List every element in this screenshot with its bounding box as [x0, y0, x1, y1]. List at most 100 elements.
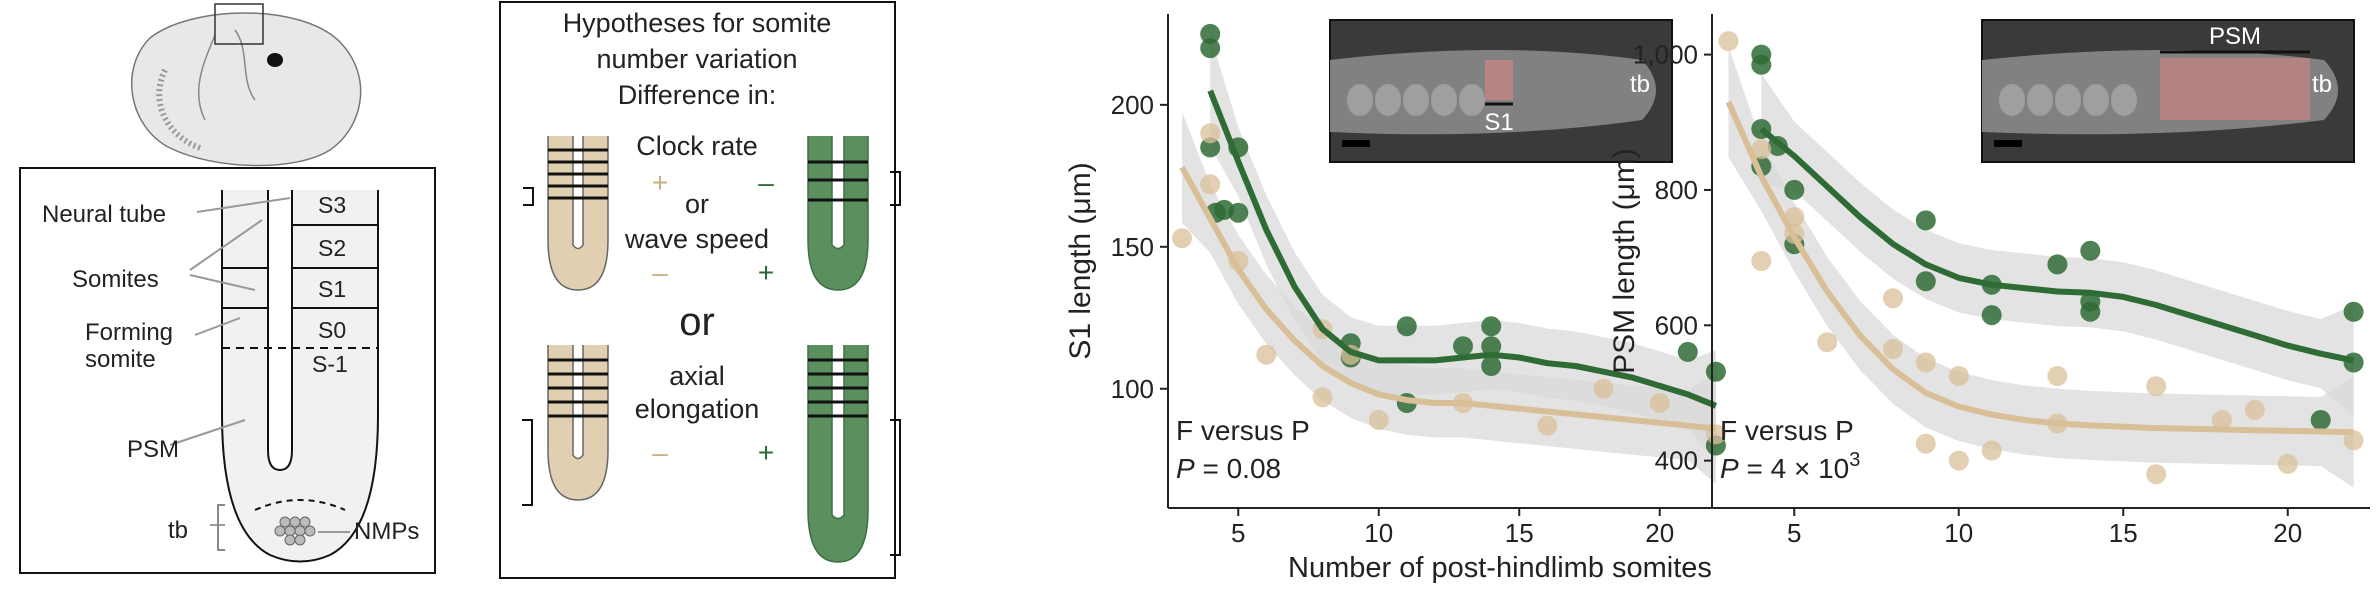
- inset-s1-highlight: [1485, 60, 1513, 100]
- x-tick-label: 15: [1505, 518, 1534, 548]
- inset-somite: [2055, 84, 2081, 116]
- stat-annotation-line2: P = 0.08: [1176, 453, 1281, 484]
- data-point-P: [1981, 440, 2002, 461]
- data-point-P: [2244, 399, 2265, 420]
- hyp-elongation: elongation: [635, 394, 760, 424]
- label-s1: S1: [318, 276, 346, 302]
- y-tick-label: 400: [1655, 446, 1698, 476]
- data-point-F: [2080, 240, 2101, 261]
- data-point-F: [2343, 352, 2364, 373]
- tail-green-top: [807, 136, 901, 291]
- hyp-title-1: Hypotheses for somite: [563, 8, 832, 38]
- data-point-P: [1948, 366, 1969, 386]
- data-point-F: [2047, 254, 2068, 275]
- label-psm: PSM: [127, 436, 179, 463]
- data-point-P: [1883, 339, 1903, 359]
- data-point-P: [1172, 228, 1192, 249]
- stat-annotation-line1: F versus P: [1720, 415, 1854, 446]
- data-point-F: [1677, 341, 1698, 362]
- inset-somite: [1459, 84, 1485, 116]
- x-tick-label: 15: [2109, 518, 2138, 548]
- inset-micrograph: S1 tb: [1329, 19, 1673, 163]
- data-point-P: [1593, 378, 1614, 399]
- data-point-F: [1228, 202, 1249, 223]
- data-point-F: [1751, 54, 1772, 75]
- data-point-F: [1481, 336, 1502, 357]
- x-tick-label: 20: [2273, 518, 2302, 548]
- embryo-schematic: Neural tube Somites Forming somite PSM t…: [19, 167, 436, 574]
- hyp-or-big: or: [679, 300, 715, 344]
- stat-annotation-line2: P = 4 × 103: [1720, 449, 1860, 484]
- fit-line-F: [1207, 89, 1718, 409]
- chart-s1-length: 5 10 15 20 100 150 200 S1 length (μm) F versus P…: [1064, 14, 1730, 548]
- inset-label-psm: PSM: [2209, 23, 2261, 50]
- inset-psm-highlight: [2160, 58, 2310, 120]
- fit-line-F: [1759, 126, 2355, 364]
- hyp-title-2: number variation: [596, 44, 797, 74]
- data-point-P: [1368, 410, 1389, 430]
- y-tick-label: 150: [1111, 232, 1154, 262]
- x-tick-label: 5: [1787, 518, 1801, 548]
- data-point-P: [1256, 344, 1277, 365]
- x-tick-label: 10: [1944, 518, 1973, 548]
- data-point-P: [2277, 454, 2298, 474]
- data-point-F: [1453, 336, 1473, 357]
- y-axis-label: PSM length (μm): [1608, 148, 1641, 374]
- data-point-F: [1981, 305, 2002, 326]
- data-point-F: [1481, 316, 1502, 337]
- label-s-1: S-1: [312, 351, 348, 377]
- data-point-P: [1751, 251, 1772, 271]
- embryo-overview: [130, 3, 362, 167]
- x-tick-label: 5: [1231, 518, 1245, 548]
- label-forming-1: Forming: [85, 319, 173, 346]
- axial-minus: –: [652, 437, 668, 468]
- data-point-P: [1649, 393, 1670, 413]
- stat-p-symbol: P: [1176, 453, 1195, 484]
- inset-micrograph: PSM tb: [1981, 19, 2355, 163]
- confidence-band-P: [1728, 46, 2354, 488]
- data-point-F: [1915, 210, 1936, 231]
- hyp-or-small: or: [685, 189, 709, 219]
- y-tick-label: 1,000: [1633, 40, 1698, 70]
- data-point-F: [1784, 179, 1805, 200]
- x-tick-label: 20: [1645, 518, 1674, 548]
- fit-line-P: [1725, 100, 2354, 436]
- y-axis-label: S1 length (μm): [1064, 162, 1097, 359]
- clock-plus: +: [652, 167, 668, 198]
- data-point-P: [2146, 376, 2167, 397]
- data-point-P: [2146, 464, 2167, 485]
- wave-plus: +: [758, 257, 774, 288]
- y-tick-label: 600: [1655, 310, 1698, 340]
- shared-x-axis-label: Number of post-hindlimb somites: [1288, 552, 1712, 584]
- data-point-F: [1200, 137, 1221, 158]
- data-point-F: [1200, 23, 1221, 44]
- chart-body: [1718, 31, 2364, 488]
- label-neural-tube: Neural tube: [42, 201, 166, 228]
- data-point-F: [1200, 38, 1221, 59]
- inset-label-s1: S1: [1484, 109, 1513, 136]
- data-point-F: [2343, 301, 2364, 322]
- data-point-F: [2310, 410, 2331, 430]
- label-s2: S2: [318, 235, 346, 261]
- data-point-P: [1915, 352, 1936, 373]
- hyp-axial: axial: [669, 361, 725, 391]
- chart-psm-length: 5 10 15 20 400 600 800 1,000 PSM length (μm) F ve…: [1608, 14, 2370, 548]
- inset-somite: [2111, 84, 2137, 116]
- x-tick-label: 10: [1364, 518, 1393, 548]
- y-tick-label: 800: [1655, 175, 1698, 205]
- zoom-box: [214, 3, 264, 45]
- label-s3: S3: [318, 192, 346, 218]
- label-nmps: NMPs: [354, 518, 419, 545]
- inset-somite: [1403, 84, 1429, 116]
- data-point-P: [1537, 415, 1558, 436]
- tail-tan-bottom: [522, 345, 609, 506]
- data-point-P: [2343, 430, 2364, 451]
- inset-label-tb: tb: [2312, 71, 2332, 98]
- data-point-P: [1817, 332, 1838, 353]
- wave-minus: –: [652, 257, 668, 288]
- data-point-P: [1915, 433, 1936, 454]
- stat-annotation-line1: F versus P: [1176, 415, 1310, 446]
- data-point-P: [1883, 288, 1903, 309]
- label-tb: tb: [168, 517, 188, 544]
